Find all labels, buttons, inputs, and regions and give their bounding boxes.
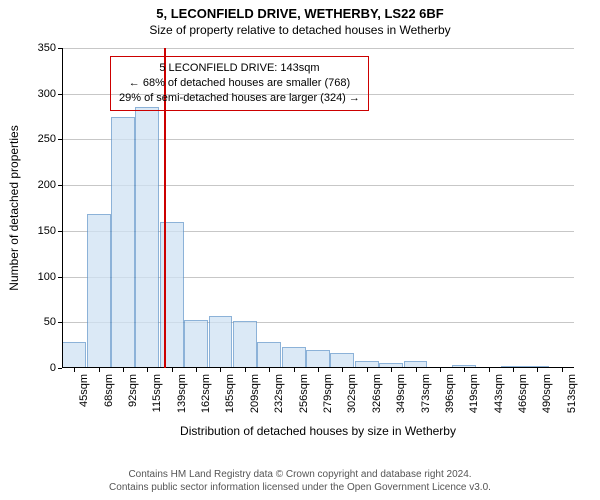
x-axis-label: Distribution of detached houses by size … xyxy=(62,424,574,438)
y-axis-label: Number of detached properties xyxy=(7,125,21,290)
annotation-line: 5 LECONFIELD DRIVE: 143sqm xyxy=(119,61,360,76)
x-tick-label: 92sqm xyxy=(127,374,139,407)
histogram-bar xyxy=(184,320,208,368)
histogram-bar xyxy=(330,353,354,368)
x-tick-label: 232sqm xyxy=(273,374,285,413)
x-tick-mark xyxy=(147,368,148,372)
x-tick-mark xyxy=(513,368,514,372)
x-tick-mark xyxy=(220,368,221,372)
y-tick-label: 350 xyxy=(38,42,62,54)
x-tick-label: 162sqm xyxy=(200,374,212,413)
x-tick-mark xyxy=(196,368,197,372)
gridline xyxy=(62,48,574,49)
x-tick-mark xyxy=(464,368,465,372)
histogram-bar xyxy=(306,350,330,368)
x-tick-label: 185sqm xyxy=(224,374,236,413)
annotation-line: 29% of semi-detached houses are larger (… xyxy=(119,91,360,106)
x-tick-mark xyxy=(416,368,417,372)
x-tick-mark xyxy=(245,368,246,372)
x-tick-mark xyxy=(318,368,319,372)
footer-line-1: Contains HM Land Registry data © Crown c… xyxy=(0,468,600,481)
y-tick-label: 150 xyxy=(38,225,62,237)
x-tick-mark xyxy=(269,368,270,372)
x-tick-label: 68sqm xyxy=(103,374,115,407)
y-tick-label: 100 xyxy=(38,271,62,283)
page-title: 5, LECONFIELD DRIVE, WETHERBY, LS22 6BF xyxy=(0,0,600,21)
x-tick-mark xyxy=(172,368,173,372)
annotation-box: 5 LECONFIELD DRIVE: 143sqm← 68% of detac… xyxy=(110,56,369,111)
x-tick-mark xyxy=(537,368,538,372)
x-tick-mark xyxy=(489,368,490,372)
x-tick-mark xyxy=(440,368,441,372)
histogram-bar xyxy=(209,316,233,368)
x-tick-mark xyxy=(367,368,368,372)
x-tick-label: 256sqm xyxy=(298,374,310,413)
histogram-bar xyxy=(233,321,257,368)
y-tick-label: 300 xyxy=(38,88,62,100)
histogram-bar xyxy=(111,117,135,368)
y-tick-label: 250 xyxy=(38,133,62,145)
footer: Contains HM Land Registry data © Crown c… xyxy=(0,464,600,500)
histogram-bar xyxy=(282,347,306,368)
plot-region: 05010015020025030035045sqm68sqm92sqm115s… xyxy=(62,48,574,368)
x-tick-mark xyxy=(294,368,295,372)
y-tick-label: 200 xyxy=(38,179,62,191)
histogram-bar xyxy=(62,342,86,368)
y-tick-label: 0 xyxy=(50,362,62,374)
x-tick-label: 279sqm xyxy=(322,374,334,413)
x-tick-label: 115sqm xyxy=(151,374,163,412)
histogram-bar xyxy=(135,107,159,368)
x-tick-label: 419sqm xyxy=(468,374,480,413)
histogram-bar xyxy=(257,342,281,368)
x-tick-mark xyxy=(562,368,563,372)
x-tick-label: 209sqm xyxy=(249,374,261,413)
y-tick-label: 50 xyxy=(44,316,62,328)
x-tick-label: 302sqm xyxy=(346,374,358,413)
y-axis-line xyxy=(62,48,63,368)
x-tick-label: 373sqm xyxy=(420,374,432,413)
x-tick-mark xyxy=(74,368,75,372)
x-tick-label: 139sqm xyxy=(176,374,188,413)
x-tick-label: 466sqm xyxy=(517,374,529,413)
x-tick-label: 396sqm xyxy=(444,374,456,413)
x-tick-mark xyxy=(99,368,100,372)
x-tick-label: 349sqm xyxy=(395,374,407,413)
footer-line-2: Contains public sector information licen… xyxy=(0,481,600,494)
histogram-chart: 05010015020025030035045sqm68sqm92sqm115s… xyxy=(62,48,574,368)
histogram-bar xyxy=(87,214,111,368)
x-tick-mark xyxy=(123,368,124,372)
x-tick-label: 326sqm xyxy=(371,374,383,413)
page-subtitle: Size of property relative to detached ho… xyxy=(0,21,600,37)
x-tick-label: 45sqm xyxy=(78,374,90,407)
x-tick-mark xyxy=(342,368,343,372)
x-tick-label: 490sqm xyxy=(541,374,553,413)
annotation-line: ← 68% of detached houses are smaller (76… xyxy=(119,76,360,91)
x-axis-line xyxy=(62,367,574,368)
x-tick-label: 443sqm xyxy=(493,374,505,413)
x-tick-label: 513sqm xyxy=(566,374,578,413)
x-tick-mark xyxy=(391,368,392,372)
